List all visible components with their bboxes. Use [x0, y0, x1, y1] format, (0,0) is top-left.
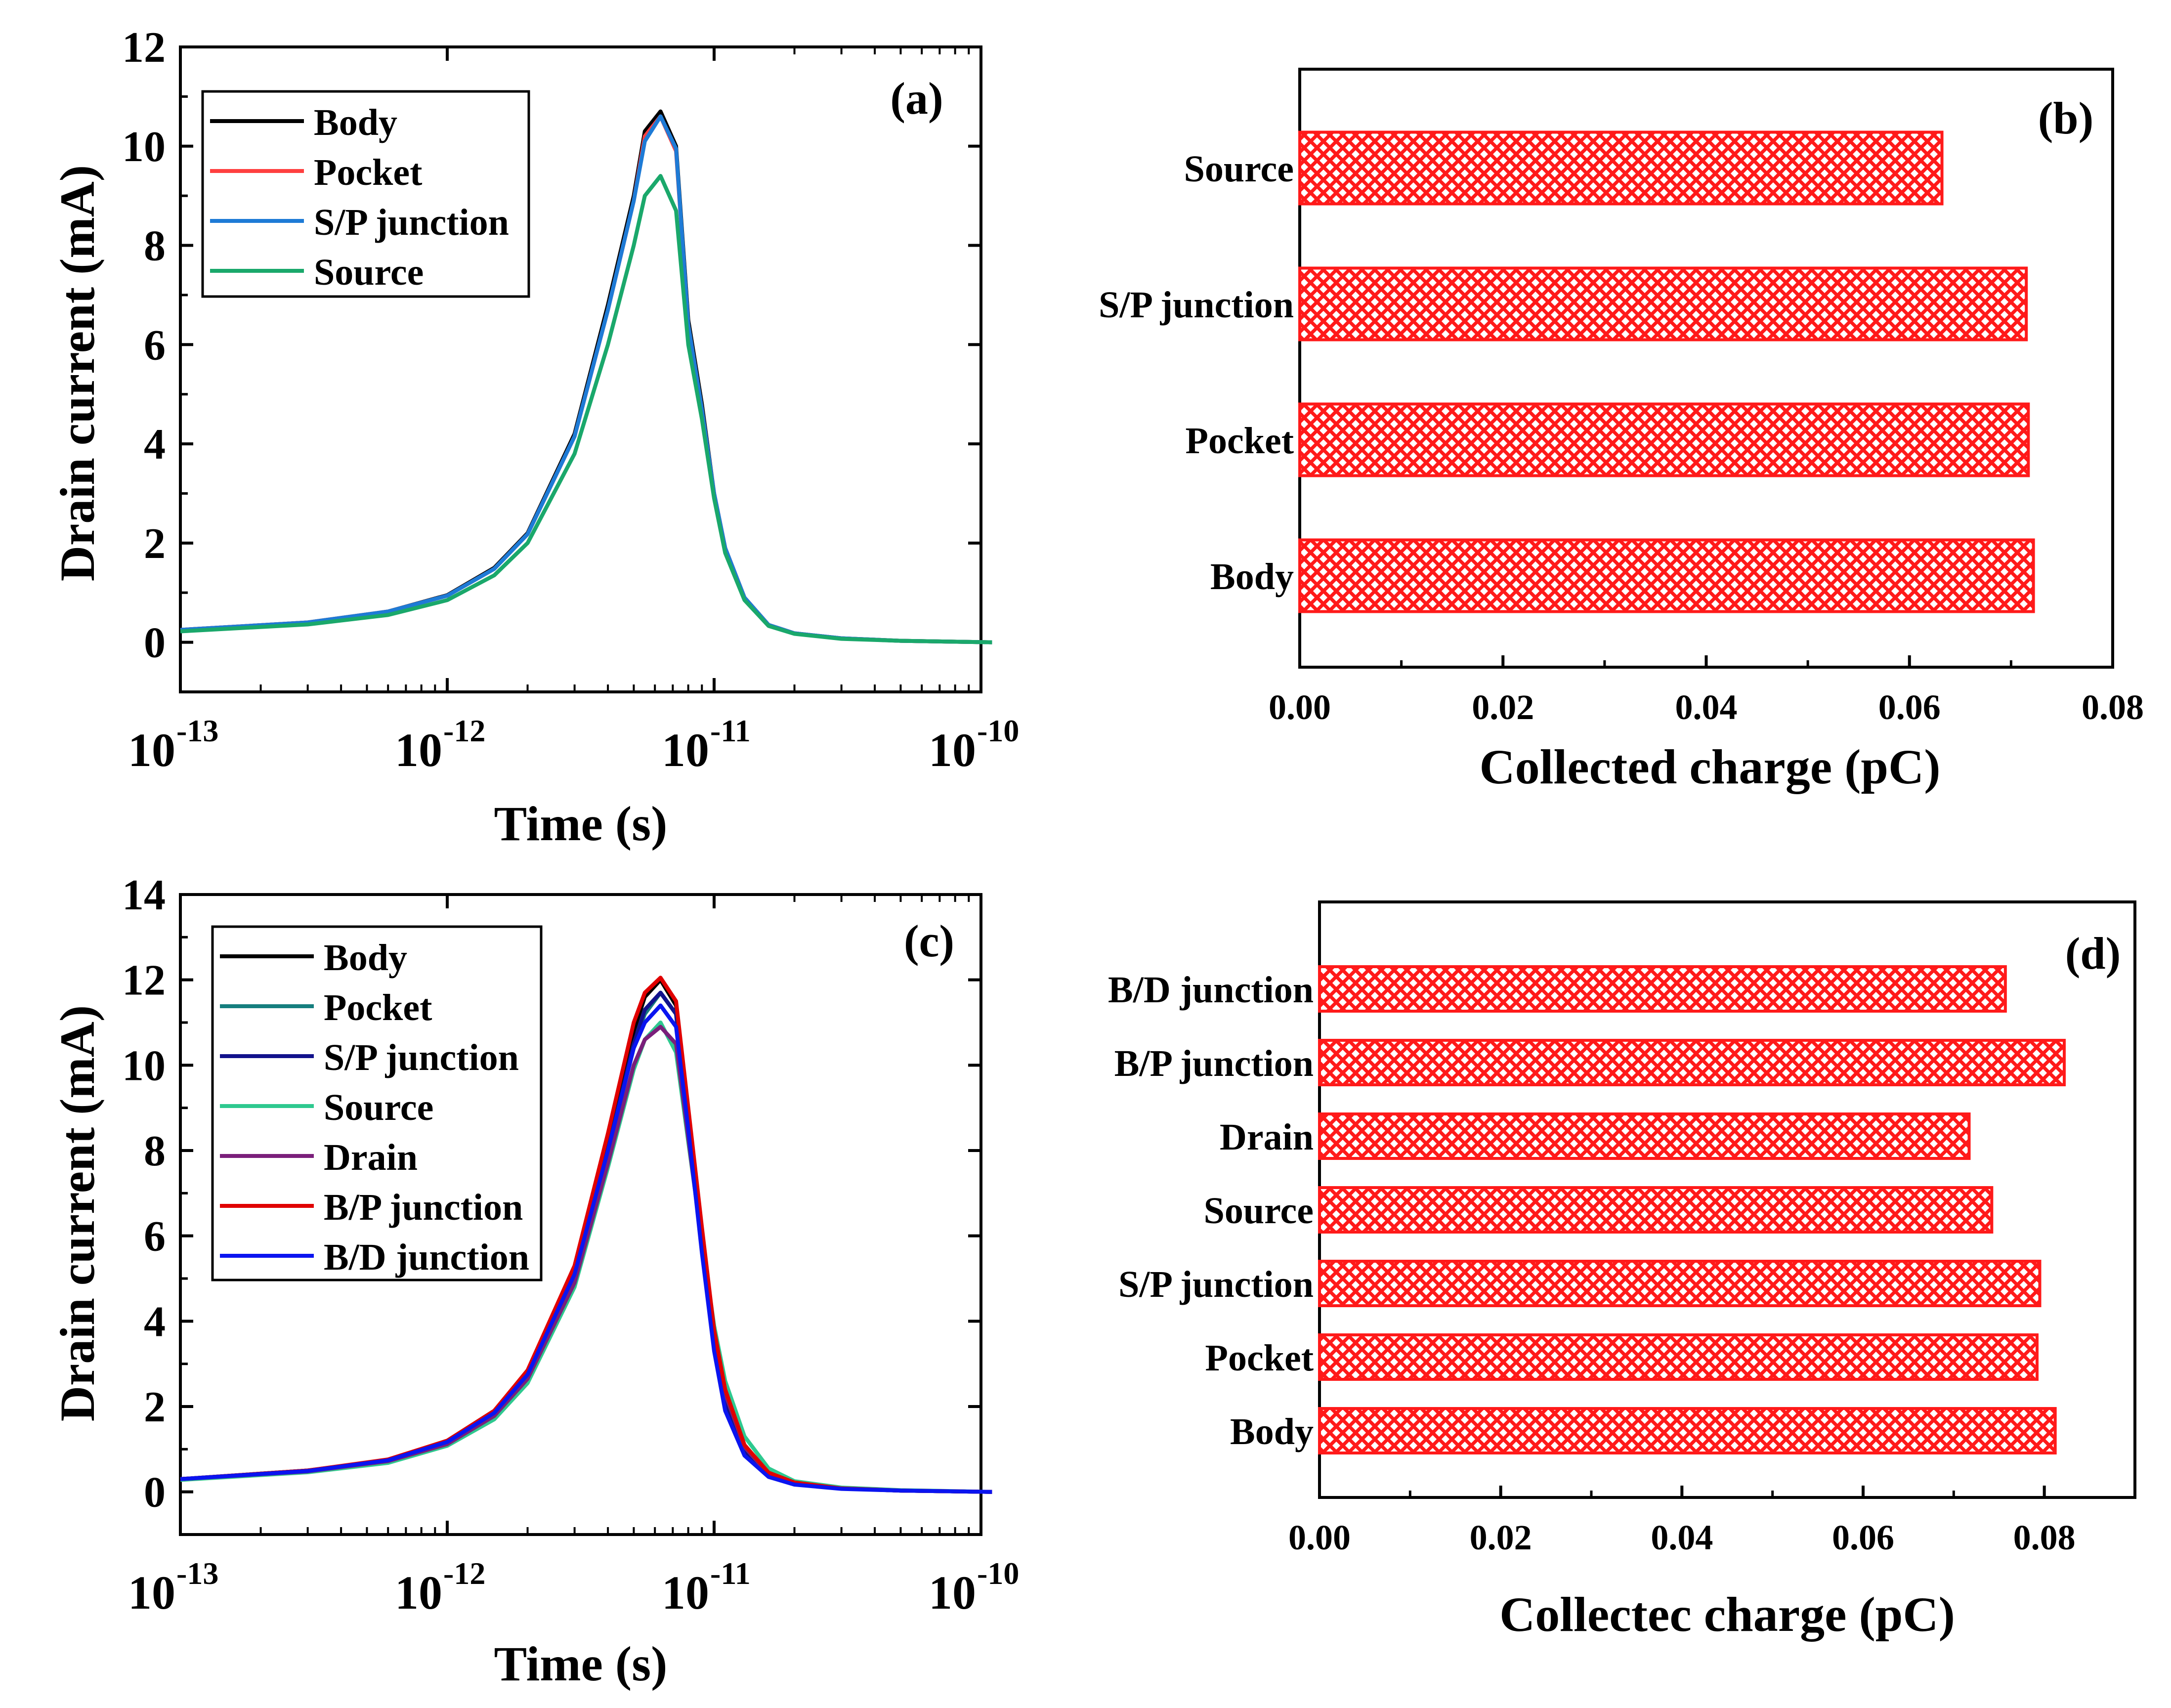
x-tick-label-base: 10	[128, 724, 175, 776]
y-category-label: Source	[1184, 148, 1294, 190]
panel-b-label: (b)	[2038, 93, 2093, 143]
y-tick-label: 0	[144, 1469, 166, 1517]
y-tick-label: 12	[122, 957, 166, 1005]
x-tick-label-base: 10	[662, 724, 709, 776]
x-tick-label: 0.00	[1269, 687, 1331, 727]
panel-a-label: (a)	[890, 73, 943, 124]
y-category-label: B/P junction	[1114, 1043, 1314, 1084]
y-tick-label: 10	[122, 123, 166, 171]
x-tick-label-base: 10	[395, 1566, 442, 1619]
bar-b-p-junction	[1318, 1039, 2066, 1086]
y-tick-label: 8	[144, 222, 166, 270]
y-tick-label: 10	[122, 1042, 166, 1090]
y-tick-label: 2	[144, 520, 166, 568]
panel-d-x-axis-label: Collectec charge (pC)	[1499, 1587, 1955, 1642]
plot-frame	[179, 893, 982, 1536]
x-tick-label: 0.08	[2013, 1518, 2076, 1557]
series-line-source	[180, 174, 992, 644]
y-tick-label: 4	[144, 421, 166, 469]
x-tick-label-base: 10	[929, 1566, 976, 1619]
bar-body	[1318, 1407, 2057, 1454]
x-tick-label-exponent: -11	[710, 1556, 751, 1591]
x-tick-label: 0.06	[1832, 1518, 1894, 1557]
x-tick-label-exponent: -10	[977, 1556, 1019, 1591]
bar-s-p-junction	[1318, 1260, 2042, 1307]
bar-pocket	[1298, 402, 2030, 477]
x-tick-label-base: 10	[128, 1566, 175, 1619]
y-tick-label: 4	[144, 1298, 166, 1346]
panel-d-label: (d)	[2065, 928, 2121, 979]
panel-b-bar-chart: (b) Collected charge (pC) 0.00 0.02 0.04 0.…	[1099, 68, 2144, 794]
y-tick-label: 2	[144, 1383, 166, 1431]
bar-drain	[1318, 1112, 1971, 1160]
y-category-label: Pocket	[1186, 420, 1294, 462]
legend-label: Body	[314, 102, 397, 143]
x-tick-label-base: 10	[662, 1566, 709, 1619]
legend-label: Pocket	[314, 152, 422, 193]
y-tick-label: 0	[144, 619, 166, 667]
panel-a-y-axis-label: Drain current (mA)	[50, 165, 105, 581]
legend-label: S/P junction	[324, 1037, 519, 1078]
y-category-label: Body	[1230, 1411, 1314, 1452]
bar-pocket	[1318, 1333, 2039, 1381]
y-category-label: B/D junction	[1108, 969, 1314, 1011]
x-tick-label-exponent: -11	[710, 713, 751, 748]
x-tick-label: 0.02	[1470, 1518, 1532, 1557]
legend-box	[211, 925, 543, 1281]
panel-b-x-axis-label: Collected charge (pC)	[1479, 739, 1940, 794]
legend-label: Pocket	[324, 987, 432, 1028]
y-category-label: S/P junction	[1118, 1264, 1314, 1305]
legend-label: S/P junction	[314, 202, 509, 243]
legend-label: Source	[324, 1087, 433, 1128]
x-tick-label: 0.04	[1651, 1518, 1713, 1557]
legend-label: B/P junction	[324, 1187, 523, 1228]
x-tick-label-exponent: -13	[176, 713, 218, 748]
bar-body	[1298, 538, 2035, 613]
y-category-label: S/P junction	[1099, 284, 1294, 326]
panel-c-x-axis-label: Time (s)	[494, 1636, 668, 1691]
panel-a-line-chart: (a) Time (s) Drain current (mA) 0 2 4 6 8 10 1…	[50, 24, 1019, 851]
y-tick-label: 6	[144, 321, 166, 369]
x-tick-label: 0.00	[1288, 1518, 1351, 1557]
legend-label: Drain	[324, 1137, 418, 1178]
x-tick-label: 0.02	[1472, 687, 1534, 727]
y-tick-label: 8	[144, 1127, 166, 1175]
bar-source	[1298, 130, 1944, 206]
y-category-label: Pocket	[1205, 1337, 1314, 1379]
legend-label: Body	[324, 937, 407, 979]
y-category-label: Source	[1204, 1190, 1314, 1232]
x-tick-label-exponent: -12	[443, 713, 485, 748]
bar-b-d-junction	[1318, 965, 2007, 1013]
panel-c-y-axis-label: Drain current (mA)	[50, 1005, 105, 1421]
bar-source	[1318, 1186, 1994, 1234]
y-category-label: Body	[1210, 556, 1294, 598]
y-category-label: Drain	[1220, 1116, 1314, 1158]
x-tick-label-exponent: -13	[176, 1556, 218, 1591]
legend-label: B/D junction	[324, 1237, 529, 1278]
legend-box	[201, 90, 530, 298]
y-tick-label: 12	[122, 24, 166, 72]
x-tick-label-exponent: -10	[977, 713, 1019, 748]
x-tick-label: 0.04	[1675, 687, 1738, 727]
legend-label: Source	[314, 252, 424, 293]
series-line-b-d-junction	[180, 1003, 992, 1494]
panel-a-x-axis-label: Time (s)	[494, 796, 668, 851]
panel-d-bar-chart: (d) Collectec charge (pC) 0.00 0.02 0.04 0.…	[1108, 900, 2136, 1642]
x-tick-label-base: 10	[929, 724, 976, 776]
panel-c-line-chart: (c) Time (s) Drain current (mA) 0 2 4 6 8 10 1…	[50, 871, 1019, 1691]
x-tick-label-base: 10	[395, 724, 442, 776]
x-tick-label-exponent: -12	[443, 1556, 485, 1591]
bar-s-p-junction	[1298, 266, 2028, 342]
plot-frame	[179, 45, 982, 693]
panel-c-label: (c)	[904, 916, 954, 966]
x-tick-label: 0.06	[1878, 687, 1941, 727]
y-tick-label: 14	[122, 871, 166, 919]
x-tick-label: 0.08	[2082, 687, 2144, 727]
y-tick-label: 6	[144, 1213, 166, 1261]
